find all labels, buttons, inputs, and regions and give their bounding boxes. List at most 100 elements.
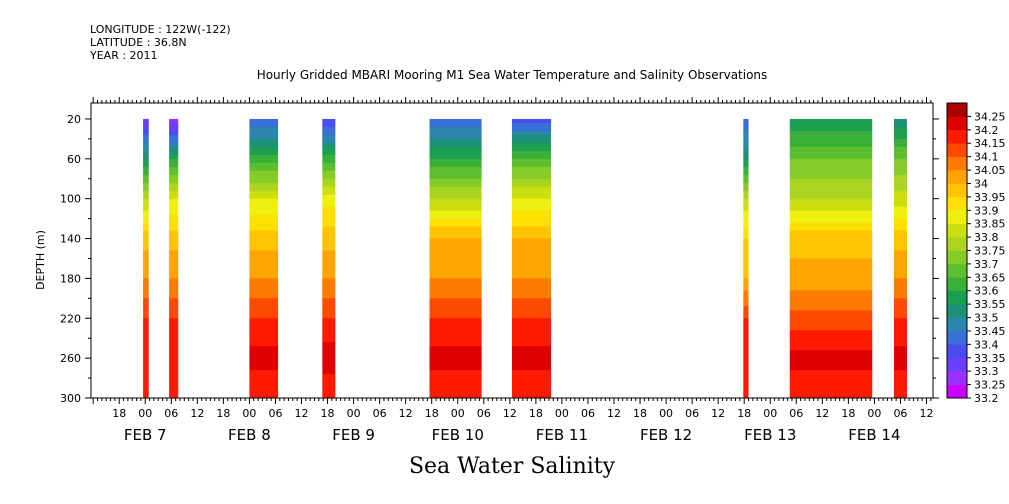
x-day-label: FEB 13 bbox=[744, 426, 796, 444]
salinity-cell bbox=[893, 138, 907, 144]
salinity-cell bbox=[143, 194, 149, 200]
salinity-cell bbox=[789, 242, 873, 248]
salinity-cell bbox=[322, 390, 336, 395]
salinity-cell bbox=[512, 262, 552, 267]
salinity-cell bbox=[322, 154, 336, 160]
year-label: YEAR : 2011 bbox=[90, 49, 158, 62]
salinity-cell bbox=[743, 150, 749, 156]
salinity-cell bbox=[893, 334, 907, 339]
salinity-cell bbox=[789, 238, 873, 244]
salinity-cell bbox=[743, 358, 749, 363]
salinity-cell bbox=[512, 330, 552, 335]
salinity-cell bbox=[789, 186, 873, 192]
salinity-cell bbox=[789, 150, 873, 156]
salinity-cell bbox=[249, 250, 279, 255]
salinity-cell bbox=[512, 366, 552, 371]
salinity-cell bbox=[429, 326, 482, 331]
salinity-cell bbox=[512, 234, 552, 240]
colorbar-label: 34.2 bbox=[974, 124, 999, 137]
salinity-cell bbox=[322, 258, 336, 263]
salinity-cell bbox=[169, 146, 179, 152]
salinity-cell bbox=[789, 302, 873, 307]
x-hour-label: 06 bbox=[268, 407, 282, 420]
salinity-cell bbox=[512, 130, 552, 136]
salinity-cell bbox=[322, 162, 336, 168]
salinity-cell bbox=[249, 370, 279, 375]
salinity-cell bbox=[169, 154, 179, 160]
salinity-cell bbox=[743, 354, 749, 359]
salinity-cell bbox=[249, 126, 279, 132]
salinity-cell bbox=[322, 274, 336, 279]
salinity-cell bbox=[169, 362, 179, 367]
salinity-cell bbox=[789, 122, 873, 128]
salinity-cell bbox=[893, 242, 907, 248]
colorbar-swatch bbox=[947, 103, 967, 117]
salinity-cell bbox=[429, 262, 482, 267]
salinity-cell bbox=[143, 374, 149, 379]
salinity-cell bbox=[512, 162, 552, 168]
salinity-cell bbox=[143, 238, 149, 244]
y-tick-label: 260 bbox=[60, 352, 81, 365]
salinity-cell bbox=[893, 330, 907, 335]
salinity-cell bbox=[429, 222, 482, 228]
salinity-cell bbox=[169, 126, 179, 132]
salinity-cell bbox=[789, 130, 873, 136]
salinity-cell bbox=[249, 378, 279, 383]
salinity-cell bbox=[893, 362, 907, 367]
salinity-cell bbox=[322, 310, 336, 315]
salinity-cell bbox=[249, 382, 279, 387]
salinity-cell bbox=[893, 318, 907, 323]
data-segment bbox=[743, 118, 749, 399]
longitude-label: LONGITUDE : 122W(-122) bbox=[90, 23, 231, 36]
salinity-cell bbox=[512, 134, 552, 140]
salinity-cell bbox=[789, 198, 873, 204]
salinity-cell bbox=[322, 218, 336, 224]
salinity-cell bbox=[743, 390, 749, 395]
y-tick-label: 180 bbox=[60, 272, 81, 285]
salinity-cell bbox=[789, 134, 873, 140]
salinity-cell bbox=[322, 290, 336, 295]
salinity-cell bbox=[143, 170, 149, 176]
salinity-cell bbox=[893, 386, 907, 391]
salinity-cell bbox=[322, 346, 336, 351]
colorbar-label: 33.5 bbox=[974, 312, 999, 325]
salinity-cell bbox=[169, 282, 179, 287]
salinity-cell bbox=[429, 158, 482, 164]
salinity-cell bbox=[143, 330, 149, 335]
salinity-cell bbox=[429, 278, 482, 283]
colorbar-swatch bbox=[947, 129, 967, 144]
salinity-cell bbox=[169, 318, 179, 323]
salinity-cell bbox=[743, 146, 749, 152]
salinity-cell bbox=[143, 118, 149, 124]
x-hour-label: 18 bbox=[112, 407, 126, 420]
salinity-cell bbox=[169, 250, 179, 255]
salinity-cell bbox=[169, 130, 179, 136]
salinity-cell bbox=[249, 322, 279, 327]
salinity-cell bbox=[512, 174, 552, 180]
salinity-cell bbox=[169, 142, 179, 148]
salinity-cell bbox=[512, 390, 552, 395]
salinity-cell bbox=[893, 238, 907, 244]
salinity-cell bbox=[743, 310, 749, 315]
salinity-cell bbox=[169, 186, 179, 192]
salinity-cell bbox=[743, 386, 749, 391]
salinity-cell bbox=[322, 314, 336, 319]
salinity-cell bbox=[893, 178, 907, 184]
salinity-cell bbox=[429, 306, 482, 311]
colorbar-label: 33.55 bbox=[974, 298, 1006, 311]
salinity-cell bbox=[743, 322, 749, 327]
colorbar-label: 34 bbox=[974, 177, 988, 190]
salinity-cell bbox=[512, 222, 552, 228]
salinity-cell bbox=[512, 190, 552, 196]
salinity-cell bbox=[429, 202, 482, 208]
salinity-cell bbox=[322, 246, 336, 251]
salinity-cell bbox=[893, 130, 907, 136]
salinity-cell bbox=[512, 294, 552, 299]
salinity-cell bbox=[789, 330, 873, 335]
salinity-cell bbox=[789, 386, 873, 391]
salinity-cell bbox=[789, 270, 873, 275]
salinity-cell bbox=[789, 146, 873, 152]
salinity-cell bbox=[743, 218, 749, 224]
salinity-cell bbox=[893, 366, 907, 371]
salinity-cell bbox=[322, 230, 336, 236]
